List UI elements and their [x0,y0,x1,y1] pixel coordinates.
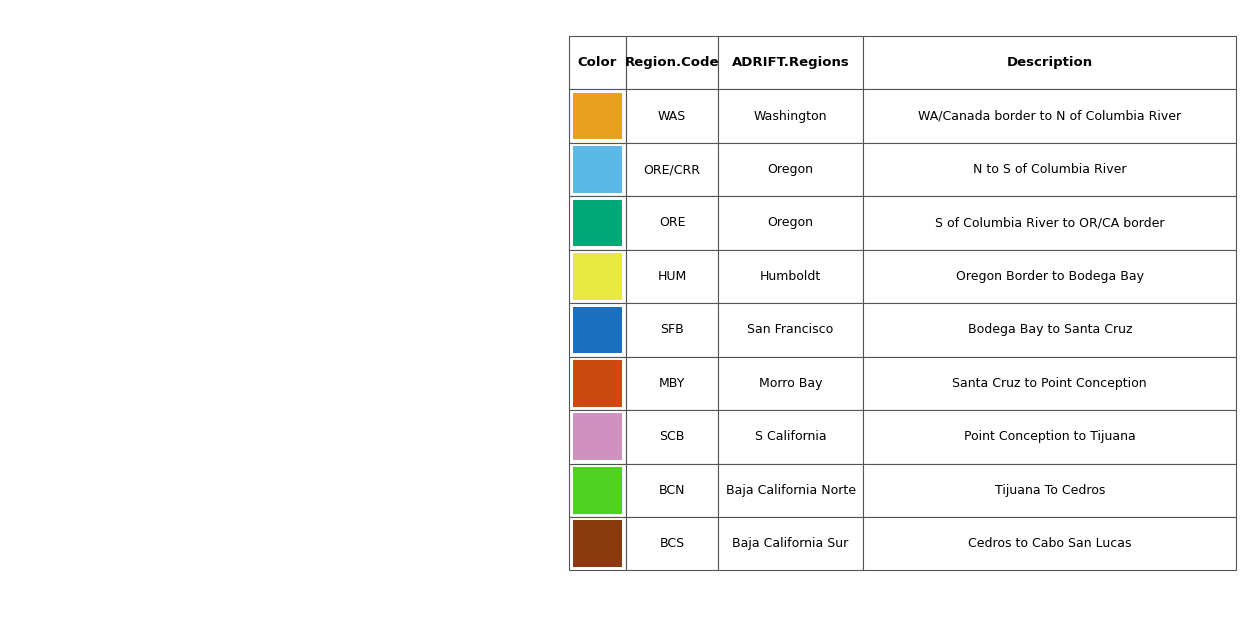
Bar [568,303,626,356]
Text: Bodega Bay to Santa Cruz: Bodega Bay to Santa Cruz [968,323,1132,337]
Bar [572,146,622,193]
Text: Baja California Sur: Baja California Sur [732,537,849,550]
Bar [717,356,864,410]
Bar [572,467,622,514]
Bar [626,250,717,303]
Bar [717,143,864,196]
Bar [717,196,864,250]
Bar [717,410,864,463]
Text: Santa Cruz to Point Conception: Santa Cruz to Point Conception [953,377,1147,390]
Bar [864,356,1236,410]
Bar [572,307,622,353]
Text: MBY: MBY [659,377,685,390]
Bar [568,356,626,410]
Text: San Francisco: San Francisco [747,323,834,337]
Bar [572,93,622,140]
Bar [626,90,717,143]
Text: Oregon: Oregon [767,163,814,176]
Bar [568,517,626,570]
Text: N to S of Columbia River: N to S of Columbia River [973,163,1127,176]
Bar [864,36,1236,90]
Bar [572,520,622,567]
Text: WAS: WAS [657,109,686,123]
Text: Baja California Norte: Baja California Norte [726,484,855,497]
Bar [717,517,864,570]
Bar [864,143,1236,196]
Text: ADRIFT.Regions: ADRIFT.Regions [731,56,849,69]
Bar [626,303,717,356]
Text: Description: Description [1007,56,1093,69]
Text: WA/Canada border to N of Columbia River: WA/Canada border to N of Columbia River [918,109,1182,123]
Bar [864,410,1236,463]
Bar [864,517,1236,570]
Bar [864,250,1236,303]
Bar [568,463,626,517]
Bar [626,196,717,250]
Bar [717,90,864,143]
Text: Point Conception to Tijuana: Point Conception to Tijuana [964,430,1136,444]
Text: Cedros to Cabo San Lucas: Cedros to Cabo San Lucas [968,537,1132,550]
Text: HUM: HUM [657,270,686,283]
Bar [572,253,622,300]
Bar [626,517,717,570]
Bar [568,250,626,303]
Bar [568,90,626,143]
Bar [626,410,717,463]
Bar [717,303,864,356]
Text: ORE: ORE [659,216,685,230]
Text: Washington: Washington [754,109,828,123]
Bar [626,356,717,410]
Text: BCS: BCS [660,537,685,550]
Text: ORE/CRR: ORE/CRR [644,163,701,176]
Text: SFB: SFB [660,323,684,337]
Bar [864,196,1236,250]
Bar [568,196,626,250]
Text: SCB: SCB [660,430,685,444]
Text: Color: Color [578,56,617,69]
Text: S California: S California [755,430,826,444]
Bar [572,200,622,246]
Text: S of Columbia River to OR/CA border: S of Columbia River to OR/CA border [935,216,1164,230]
Text: Morro Bay: Morro Bay [759,377,823,390]
Bar [864,463,1236,517]
Bar [717,36,864,90]
Bar [717,250,864,303]
Bar [864,303,1236,356]
Text: Oregon Border to Bodega Bay: Oregon Border to Bodega Bay [955,270,1144,283]
Bar [626,36,717,90]
Bar [568,143,626,196]
Bar [572,413,622,460]
Bar [864,90,1236,143]
Bar [568,410,626,463]
Bar [626,463,717,517]
Bar [568,36,626,90]
Text: Region.Code: Region.Code [625,56,720,69]
Bar [572,360,622,407]
Text: Humboldt: Humboldt [760,270,821,283]
Text: Oregon: Oregon [767,216,814,230]
Bar [626,143,717,196]
Bar [717,463,864,517]
Text: Tijuana To Cedros: Tijuana To Cedros [994,484,1106,497]
Text: BCN: BCN [659,484,685,497]
